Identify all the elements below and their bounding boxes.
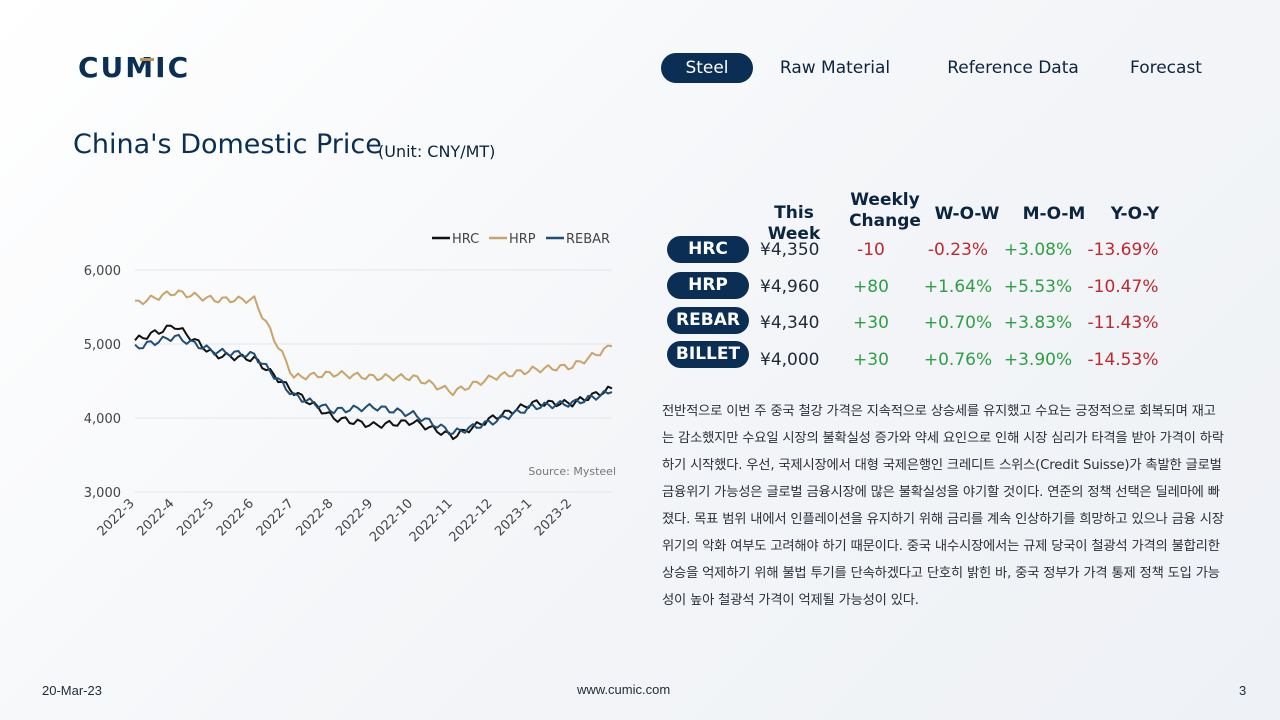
price-cell: ¥4,340 <box>760 313 820 333</box>
footer-website-link[interactable]: www.cumic.com <box>577 682 671 697</box>
top-nav: Steel Raw Material Reference Data Foreca… <box>661 53 1221 83</box>
col-yoy: Y-O-Y <box>1110 204 1160 224</box>
yoy-cell: -11.43% <box>1087 313 1159 333</box>
footer-date: 20-Mar-23 <box>42 683 102 698</box>
col-weekly-change: Weekly Change <box>848 190 922 232</box>
col-weekly-change-line1: Weekly <box>850 190 920 210</box>
mom-cell: +3.08% <box>1003 240 1073 260</box>
cumic-logo: CUMIC <box>78 52 190 82</box>
yoy-cell: -10.47% <box>1087 277 1159 297</box>
x-tick-label: 2022-12 <box>447 496 496 545</box>
unit-label: (Unit: CNY/MT) <box>378 142 496 161</box>
col-wow: W-O-W <box>934 204 1000 224</box>
market-commentary: 전반적으로 이번 주 중국 철강 가격은 지속적으로 상승세를 유지했고 수요는… <box>662 404 1224 608</box>
mom-cell: +5.53% <box>1003 277 1073 297</box>
x-tick-label: 2023-1 <box>492 496 535 539</box>
logo-accent <box>140 58 154 61</box>
mom-cell: +3.83% <box>1003 313 1073 333</box>
weekly-change-cell: +80 <box>853 277 889 297</box>
legend-label: HRC <box>452 232 479 247</box>
mom-cell: +3.90% <box>1003 350 1073 370</box>
price-cell: ¥4,350 <box>760 240 820 260</box>
price-cell: ¥4,000 <box>760 350 820 370</box>
y-tick-label: 5,000 <box>84 338 121 353</box>
product-badge-hrp: HRP <box>667 272 749 299</box>
series-line-hrc <box>134 324 613 441</box>
x-tick-label: 2022-4 <box>134 496 177 539</box>
tab-forecast[interactable]: Forecast <box>1130 58 1202 78</box>
x-tick-label: 2023-2 <box>532 496 575 539</box>
weekly-change-cell: +30 <box>853 350 889 370</box>
chart-series <box>134 289 613 441</box>
wow-cell: +0.76% <box>923 350 993 370</box>
chart-source: Source: Mysteel <box>528 465 616 478</box>
x-tick-label: 2022-7 <box>254 496 297 539</box>
product-badge-billet: BILLET <box>667 341 749 368</box>
wow-cell: +1.64% <box>923 277 993 297</box>
chart-legend: HRC HRP REBAR <box>432 232 610 247</box>
product-badge-rebar: REBAR <box>667 307 749 334</box>
legend-label: HRP <box>509 232 536 247</box>
x-tick-label: 2022-8 <box>293 496 336 539</box>
series-line-hrp <box>134 289 613 397</box>
tab-steel[interactable]: Steel <box>661 53 753 83</box>
wow-cell: -0.23% <box>927 240 989 260</box>
weekly-change-cell: +30 <box>853 313 889 333</box>
series-line-rebar <box>134 333 613 436</box>
page-title: China's Domestic Price <box>73 129 382 160</box>
col-weekly-change-line2: Change <box>849 211 921 231</box>
price-cell: ¥4,960 <box>760 277 820 297</box>
chart-grid <box>135 269 612 493</box>
page-number: 3 <box>1239 683 1247 698</box>
logo-text: CUMIC <box>78 52 190 82</box>
y-tick-label: 3,000 <box>84 486 121 501</box>
tab-raw-material[interactable]: Raw Material <box>779 58 891 78</box>
y-axis-ticks: 3,000 4,000 5,000 6,000 <box>84 264 121 501</box>
col-mom: M-O-M <box>1022 204 1086 224</box>
wow-cell: +0.70% <box>923 313 993 333</box>
y-tick-label: 4,000 <box>84 412 121 427</box>
y-tick-label: 6,000 <box>84 264 121 279</box>
yoy-cell: -14.53% <box>1087 350 1159 370</box>
x-tick-label: 2022-3 <box>95 496 138 539</box>
tab-reference-data[interactable]: Reference Data <box>947 58 1079 78</box>
col-this-week: This Week <box>767 203 821 244</box>
weekly-change-cell: -10 <box>857 240 885 260</box>
x-tick-label: 2022-6 <box>214 496 257 539</box>
product-badge-hrc: HRC <box>667 236 749 263</box>
x-tick-label: 2022-5 <box>174 496 217 539</box>
yoy-cell: -13.69% <box>1087 240 1159 260</box>
legend-label: REBAR <box>566 232 610 247</box>
